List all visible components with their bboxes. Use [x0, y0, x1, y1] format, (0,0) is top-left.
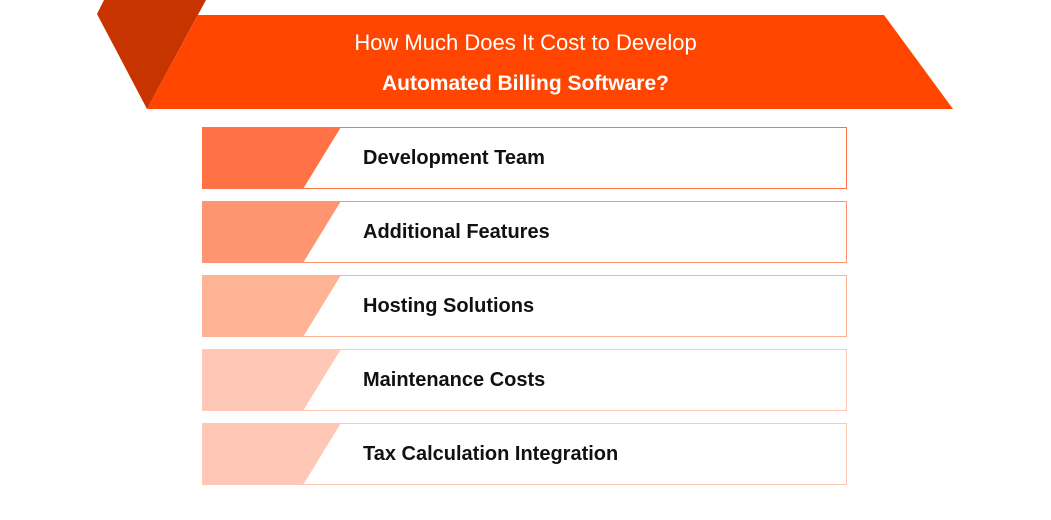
- list-item: Additional Features: [202, 201, 847, 263]
- list-item: Hosting Solutions: [202, 275, 847, 337]
- list-item: Tax Calculation Integration: [202, 423, 847, 485]
- title-line-1: How Much Does It Cost to Develop: [354, 30, 697, 55]
- item-color-tab: [202, 275, 341, 337]
- item-label: Additional Features: [363, 221, 550, 243]
- banner-main: [147, 15, 953, 109]
- item-label: Maintenance Costs: [363, 369, 546, 391]
- list-item: Maintenance Costs: [202, 349, 847, 411]
- title-banner: [97, 0, 953, 109]
- banner-accent: [97, 0, 206, 109]
- title-line-2: Automated Billing Software?: [381, 72, 669, 95]
- item-label: Hosting Solutions: [363, 295, 535, 317]
- item-color-tab: [202, 127, 341, 189]
- item-color-tab: [202, 349, 341, 411]
- item-color-tab: [202, 201, 341, 263]
- item-label: Development Team: [363, 147, 545, 169]
- list-item: Development Team: [202, 127, 847, 189]
- item-color-tab: [202, 423, 341, 485]
- item-label: Tax Calculation Integration: [363, 443, 619, 465]
